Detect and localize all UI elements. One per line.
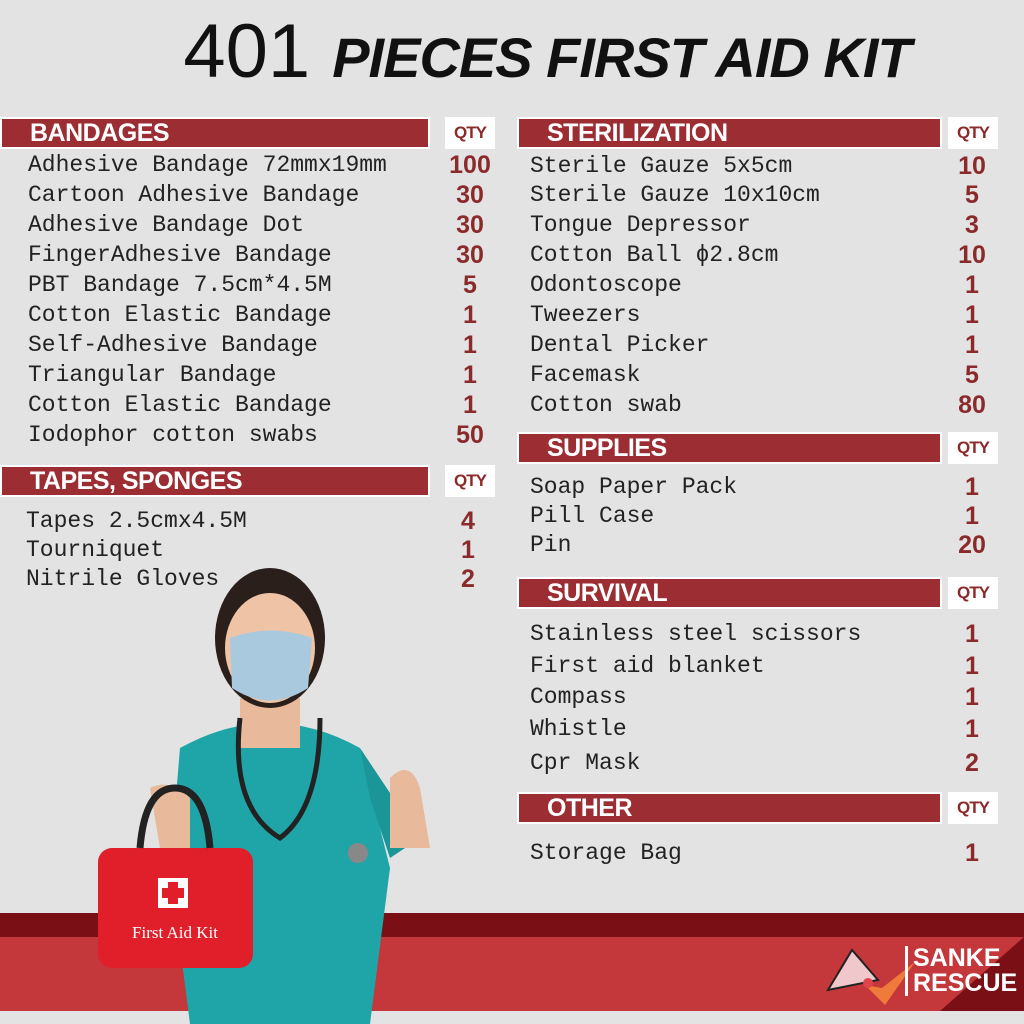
item-qty: 10: [958, 241, 986, 269]
section-header-supplies: SUPPLIES: [517, 432, 942, 464]
item-name: Cartoon Adhesive Bandage: [28, 182, 360, 208]
item-name: Cpr Mask: [530, 750, 641, 776]
section-header-sterilization: STERILIZATION: [517, 117, 942, 149]
item-qty: 1: [463, 391, 477, 419]
item-qty: 2: [965, 749, 979, 777]
item-name: Iodophor cotton swabs: [28, 422, 318, 448]
item-name: Cotton Elastic Bandage: [28, 302, 332, 328]
item-qty: 1: [461, 536, 475, 564]
item-qty: 1: [965, 502, 979, 530]
item-qty: 100: [449, 151, 491, 179]
item-name: Tweezers: [530, 302, 641, 328]
item-qty: 1: [463, 361, 477, 389]
item-qty: 20: [958, 531, 986, 559]
qty-header: QTY: [948, 117, 998, 149]
item-name: Pill Case: [530, 503, 655, 529]
item-name: Adhesive Bandage 72mmx19mm: [28, 152, 387, 178]
item-qty: 2: [461, 565, 475, 593]
item-qty: 1: [965, 839, 979, 867]
brand-line1: SANKE: [913, 944, 1001, 972]
item-qty: 80: [958, 391, 986, 419]
item-qty: 5: [965, 361, 979, 389]
item-qty: 3: [965, 211, 979, 239]
item-name: Soap Paper Pack: [530, 474, 738, 500]
item-name: First aid blanket: [530, 653, 765, 679]
piece-count: 401: [183, 9, 311, 94]
item-name: FingerAdhesive Bandage: [28, 242, 332, 268]
item-qty: 1: [463, 331, 477, 359]
item-qty: 30: [456, 211, 484, 239]
item-name: Cotton Elastic Bandage: [28, 392, 332, 418]
item-qty: 10: [958, 152, 986, 180]
bag-label: First Aid Kit: [132, 923, 218, 942]
brand-name: SANKE RESCUE: [905, 946, 1017, 996]
item-qty: 1: [965, 652, 979, 680]
item-qty: 1: [965, 683, 979, 711]
item-qty: 4: [461, 507, 475, 535]
item-qty: 5: [965, 181, 979, 209]
item-name: Tourniquet: [26, 537, 165, 563]
item-qty: 1: [965, 715, 979, 743]
section-header-survival: SURVIVAL: [517, 577, 942, 609]
item-name: Cotton swab: [530, 392, 682, 418]
item-qty: 30: [456, 181, 484, 209]
item-name: Self-Adhesive Bandage: [28, 332, 318, 358]
item-qty: 1: [463, 301, 477, 329]
item-name: Storage Bag: [530, 840, 682, 866]
item-name: Tongue Depressor: [530, 212, 751, 238]
brand-line2: RESCUE: [913, 969, 1018, 997]
item-qty: 50: [456, 421, 484, 449]
section-header-tapes: TAPES, SPONGES: [0, 465, 430, 497]
item-name: Sterile Gauze 10x10cm: [530, 182, 820, 208]
qty-header: QTY: [445, 465, 495, 497]
qty-header: QTY: [948, 432, 998, 464]
title-text: PIECES FIRST AID KIT: [332, 26, 911, 89]
item-name: Tapes 2.5cmx4.5M: [26, 508, 247, 534]
item-qty: 1: [965, 301, 979, 329]
item-name: Adhesive Bandage Dot: [28, 212, 305, 238]
page-title: 401 PIECES FIRST AID KIT: [0, 8, 1024, 95]
item-name: Odontoscope: [530, 272, 682, 298]
item-qty: 1: [965, 620, 979, 648]
item-qty: 1: [965, 473, 979, 501]
section-header-bandages: BANDAGES: [0, 117, 430, 149]
item-name: PBT Bandage 7.5cm*4.5M: [28, 272, 332, 298]
item-qty: 30: [456, 241, 484, 269]
item-name: Sterile Gauze 5x5cm: [530, 153, 793, 179]
qty-header: QTY: [948, 577, 998, 609]
item-name: Pin: [530, 532, 572, 558]
item-name: Stainless steel scissors: [530, 621, 862, 647]
qty-header: QTY: [948, 792, 998, 824]
brand-logo-icon: [825, 948, 915, 1005]
item-name: Dental Picker: [530, 332, 710, 358]
item-name: Cotton Ball ϕ2.8cm: [530, 242, 779, 268]
qty-header: QTY: [445, 117, 495, 149]
item-qty: 5: [463, 271, 477, 299]
item-name: Nitrile Gloves: [26, 566, 220, 592]
section-header-other: OTHER: [517, 792, 942, 824]
item-qty: 1: [965, 331, 979, 359]
item-qty: 1: [965, 271, 979, 299]
item-name: Compass: [530, 684, 627, 710]
nurse-with-first-aid-bag-photo: First Aid Kit: [98, 568, 430, 1024]
item-name: Triangular Bandage: [28, 362, 277, 388]
item-name: Facemask: [530, 362, 641, 388]
item-name: Whistle: [530, 716, 627, 742]
